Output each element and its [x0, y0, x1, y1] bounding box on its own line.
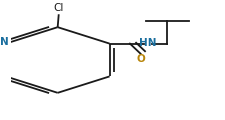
- Text: HN: HN: [139, 38, 156, 48]
- Text: Cl: Cl: [53, 3, 64, 13]
- Text: N: N: [0, 37, 9, 47]
- Text: O: O: [136, 54, 144, 64]
